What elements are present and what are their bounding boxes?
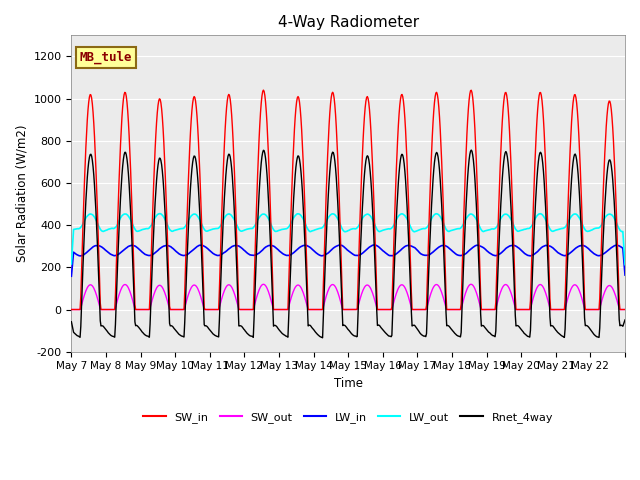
X-axis label: Time: Time <box>333 377 363 390</box>
Legend: SW_in, SW_out, LW_in, LW_out, Rnet_4way: SW_in, SW_out, LW_in, LW_out, Rnet_4way <box>139 408 557 428</box>
Text: MB_tule: MB_tule <box>80 51 132 64</box>
Title: 4-Way Radiometer: 4-Way Radiometer <box>278 15 419 30</box>
Y-axis label: Solar Radiation (W/m2): Solar Radiation (W/m2) <box>15 125 28 262</box>
